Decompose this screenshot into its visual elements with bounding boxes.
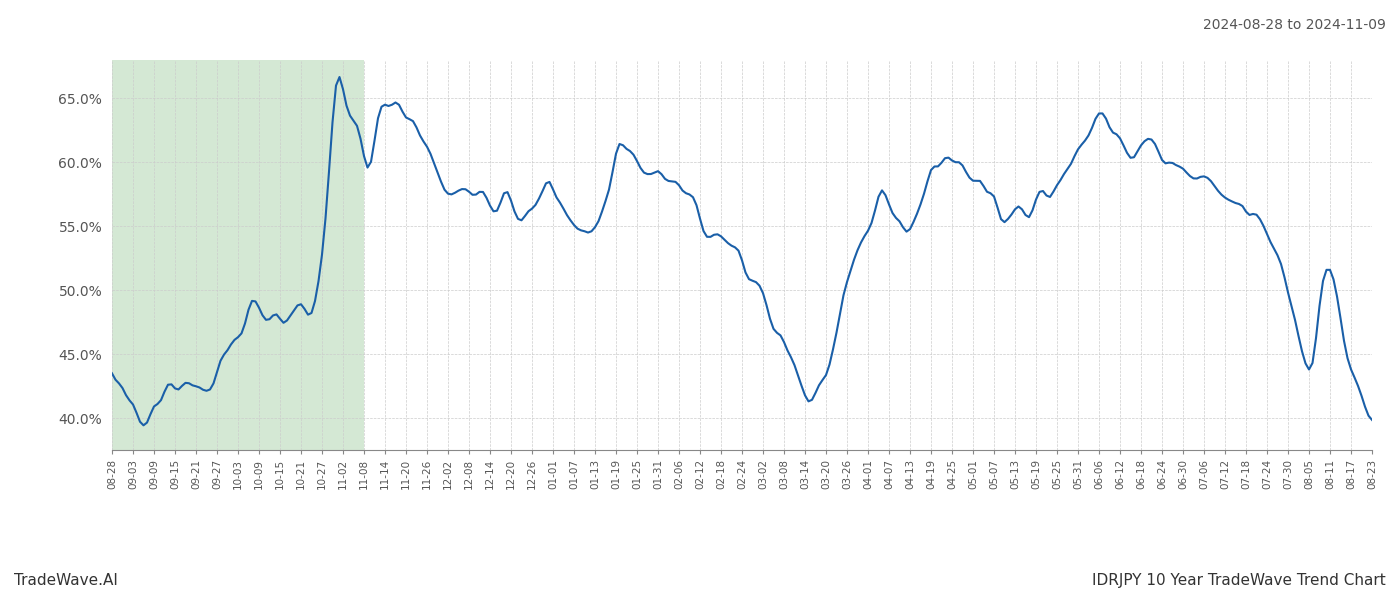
Text: IDRJPY 10 Year TradeWave Trend Chart: IDRJPY 10 Year TradeWave Trend Chart: [1092, 573, 1386, 588]
Bar: [112, 60, 364, 450]
Text: 2024-08-28 to 2024-11-09: 2024-08-28 to 2024-11-09: [1203, 18, 1386, 32]
Text: TradeWave.AI: TradeWave.AI: [14, 573, 118, 588]
